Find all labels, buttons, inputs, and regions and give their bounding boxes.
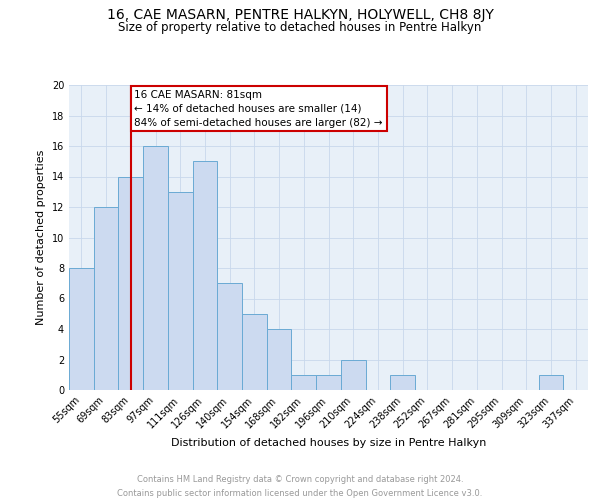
Bar [292,375,316,390]
Text: Size of property relative to detached houses in Pentre Halkyn: Size of property relative to detached ho… [118,21,482,34]
Bar [242,314,267,390]
Bar [217,283,242,390]
Bar [539,375,563,390]
Bar [118,176,143,390]
Text: 16 CAE MASARN: 81sqm
← 14% of detached houses are smaller (14)
84% of semi-detac: 16 CAE MASARN: 81sqm ← 14% of detached h… [134,90,383,128]
Bar [316,375,341,390]
Bar [193,161,217,390]
Bar [143,146,168,390]
Bar [267,329,292,390]
Bar [94,207,118,390]
X-axis label: Distribution of detached houses by size in Pentre Halkyn: Distribution of detached houses by size … [171,438,486,448]
Text: 16, CAE MASARN, PENTRE HALKYN, HOLYWELL, CH8 8JY: 16, CAE MASARN, PENTRE HALKYN, HOLYWELL,… [107,8,493,22]
Bar [168,192,193,390]
Text: Contains HM Land Registry data © Crown copyright and database right 2024.
Contai: Contains HM Land Registry data © Crown c… [118,476,482,498]
Y-axis label: Number of detached properties: Number of detached properties [36,150,46,325]
Bar [341,360,365,390]
Bar [69,268,94,390]
Bar [390,375,415,390]
